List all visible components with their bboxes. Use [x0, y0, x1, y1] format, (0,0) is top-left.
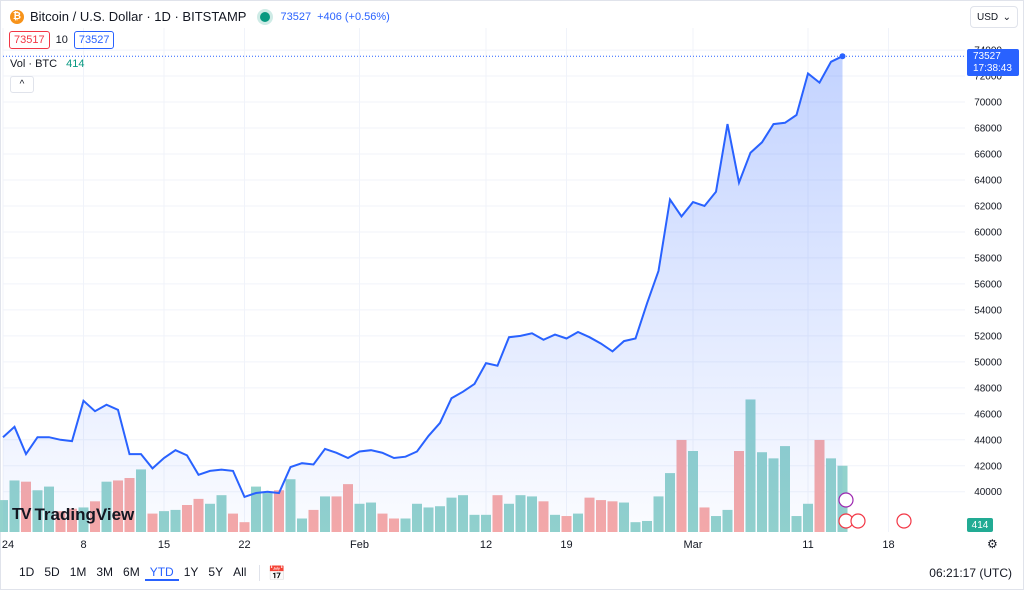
- symbol-legend[interactable]: ₿ Bitcoin / U.S. Dollar · 1D · BITSTAMP …: [10, 9, 390, 24]
- y-tick-label: 72000: [974, 72, 1002, 83]
- volume-legend[interactable]: Vol · BTC 414: [10, 58, 85, 70]
- range-button-1d[interactable]: 1D: [19, 565, 35, 579]
- current-price-tag: 73527 17:38:43: [967, 49, 1019, 76]
- gear-icon[interactable]: ⚙: [987, 537, 998, 551]
- x-tick-label: 19: [560, 539, 572, 551]
- y-tick-label: 62000: [974, 201, 1002, 212]
- y-tick-label: 70000: [974, 98, 1002, 109]
- symbol-title[interactable]: Bitcoin / U.S. Dollar · 1D · BITSTAMP: [30, 9, 247, 24]
- chevron-up-icon: ^: [19, 79, 25, 90]
- y-tick-label: 56000: [974, 279, 1002, 290]
- y-tick-label: 58000: [974, 253, 1002, 264]
- buy-price-button[interactable]: 73527: [73, 31, 115, 49]
- volume-label: Vol · BTC: [10, 58, 58, 70]
- bitcoin-icon: ₿: [10, 9, 24, 24]
- x-tick-label: 22: [238, 539, 250, 551]
- bottom-toolbar: 1D 5D 1M 3M 6M YTD 1Y 5Y All 📅 06:21:17 (UTC): [0, 558, 1024, 588]
- x-tick-label: 18: [882, 539, 894, 551]
- bar-countdown: 17:38:43: [973, 63, 1012, 74]
- event-flash-icon[interactable]: [838, 492, 854, 508]
- price-change: +406 (+0.56%): [317, 10, 390, 23]
- y-tick-label: 42000: [974, 461, 1002, 472]
- y-tick-label: 52000: [974, 331, 1002, 342]
- y-tick-label: 40000: [974, 487, 1002, 498]
- event-us-flag-icon[interactable]: [896, 513, 912, 529]
- last-price-marker: [839, 53, 846, 60]
- bid-ask-row: 73517 10 73527: [9, 31, 115, 49]
- sell-price-button[interactable]: 73517: [9, 31, 50, 49]
- y-tick-label: 46000: [974, 409, 1002, 420]
- range-button-1y[interactable]: 1Y: [183, 565, 199, 579]
- range-button-5d[interactable]: 5D: [44, 565, 60, 579]
- volume-value: 414: [66, 58, 85, 70]
- y-tick-label: 66000: [974, 150, 1002, 161]
- range-button-1m[interactable]: 1M: [69, 565, 87, 579]
- tradingview-logo[interactable]: TV TradingView: [12, 505, 134, 525]
- tradingview-logo-text: TradingView: [34, 505, 135, 524]
- y-tick-label: 54000: [974, 305, 1002, 316]
- x-tick-label: Feb: [350, 539, 369, 551]
- x-tick-label: 8: [80, 539, 86, 551]
- y-tick-label: 60000: [974, 227, 1002, 238]
- range-button-ytd[interactable]: YTD: [144, 565, 179, 581]
- x-tick-label: Mar: [684, 539, 703, 551]
- x-tick-label: 24: [2, 539, 14, 551]
- price-line: [2, 55, 843, 499]
- range-button-5y[interactable]: 5Y: [208, 565, 224, 579]
- currency-selector[interactable]: USD ⌄: [970, 6, 1018, 28]
- range-button-all[interactable]: All: [233, 565, 247, 579]
- event-us-flag-icon[interactable]: [850, 513, 866, 529]
- market-status-icon: [260, 11, 271, 22]
- y-tick-label: 68000: [974, 124, 1002, 135]
- y-tick-label: 44000: [974, 435, 1002, 446]
- last-price: 73527: [280, 10, 312, 23]
- collapse-legend-button[interactable]: ^: [10, 76, 34, 93]
- currency-label: USD: [977, 11, 999, 23]
- x-tick-label: 11: [802, 539, 813, 551]
- volume-tag: 414: [967, 518, 993, 532]
- x-tick-label: 15: [158, 539, 170, 551]
- price-area-fill: [3, 56, 843, 532]
- toolbar-divider: [259, 565, 261, 581]
- spread-value: 10: [55, 34, 68, 46]
- chevron-down-icon: ⌄: [1002, 11, 1011, 23]
- y-tick-label: 64000: [974, 175, 1002, 186]
- utc-clock[interactable]: 06:21:17 (UTC): [929, 566, 1012, 580]
- date-range-buttons: 1D 5D 1M 3M 6M YTD 1Y 5Y All: [14, 565, 251, 581]
- tradingview-logo-icon: TV: [12, 506, 31, 523]
- current-price-value: 73527: [973, 51, 1001, 62]
- y-tick-label: 48000: [974, 383, 1002, 394]
- range-button-6m[interactable]: 6M: [123, 565, 140, 579]
- y-tick-label: 50000: [974, 357, 1002, 368]
- x-tick-label: 12: [480, 539, 492, 551]
- calendar-icon[interactable]: 📅: [268, 564, 286, 581]
- range-button-3m[interactable]: 3M: [96, 565, 114, 579]
